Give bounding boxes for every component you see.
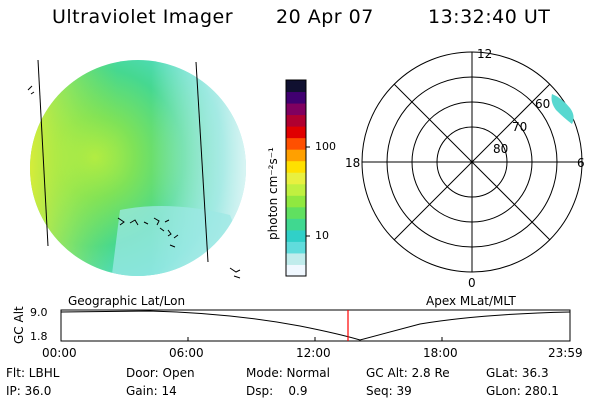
dsp-status: Dsp: 0.9 xyxy=(246,384,308,398)
instrument-title: Ultraviolet Imager xyxy=(52,6,234,28)
gc-alt-axis-label: GC Alt xyxy=(12,306,26,344)
time-tick-0000: 00:00 xyxy=(42,346,77,360)
color-bar-segment xyxy=(286,91,306,104)
color-bar-segment xyxy=(286,114,306,127)
mlt-label-0: 0 xyxy=(468,276,476,290)
mlat-label-60: 60 xyxy=(535,97,551,111)
time-tick-0600: 06:00 xyxy=(169,346,204,360)
color-bar-segment xyxy=(286,103,306,116)
ip-status: IP: 36.0 xyxy=(6,384,52,398)
alt-tick-low: 1.8 xyxy=(30,330,48,343)
uv-image xyxy=(27,59,246,279)
color-bar-segment xyxy=(286,149,306,162)
color-bar-tick-100: 100 xyxy=(315,140,336,153)
auroral-patch xyxy=(551,94,574,124)
mlat-label-80: 80 xyxy=(493,142,509,156)
color-bar-segment xyxy=(286,206,306,219)
glat-status: GLat: 36.3 xyxy=(486,366,549,380)
color-bar-segment xyxy=(286,241,306,254)
time-tick-2359: 23:59 xyxy=(548,346,583,360)
color-bar-segment xyxy=(286,218,306,231)
mlt-label-12: 12 xyxy=(477,47,493,61)
color-bar-tick-10: 10 xyxy=(315,229,329,242)
door-status: Door: Open xyxy=(126,366,195,380)
gain-status: Gain: 14 xyxy=(126,384,177,398)
time-tick-1800: 18:00 xyxy=(423,346,458,360)
polar-plot xyxy=(361,51,583,273)
mode-status: Mode: Normal xyxy=(246,366,330,380)
color-bar-segment xyxy=(286,195,306,208)
observation-date: 20 Apr 07 xyxy=(276,6,374,28)
observation-time: 13:32:40 UT xyxy=(428,6,551,28)
color-bar-frame xyxy=(285,79,307,277)
color-bar-segment xyxy=(286,229,306,242)
mlt-label-18: 18 xyxy=(345,156,361,170)
time-tick-1200: 12:00 xyxy=(296,346,331,360)
glon-status: GLon: 280.1 xyxy=(486,384,559,398)
altitude-track xyxy=(60,309,571,342)
color-bar-unit: photon cm⁻²s⁻¹ xyxy=(266,147,280,240)
apex-label: Apex MLat/MLT xyxy=(426,294,516,308)
color-bar-segment xyxy=(286,80,306,93)
color-bar-segment xyxy=(286,252,306,265)
filter-status: Flt: LBHL xyxy=(6,366,60,380)
mlat-label-70: 70 xyxy=(512,120,528,134)
color-bar xyxy=(285,79,310,277)
color-bar-segment xyxy=(286,160,306,173)
color-bar-segment xyxy=(286,264,306,277)
color-bar-segment xyxy=(286,172,306,185)
mlt-label-6: 6 xyxy=(577,156,585,170)
seq-status: Seq: 39 xyxy=(366,384,412,398)
alt-tick-high: 9.0 xyxy=(30,306,48,319)
color-bar-segment xyxy=(286,126,306,139)
color-bar-segment xyxy=(286,183,306,196)
geographic-label: Geographic Lat/Lon xyxy=(68,294,186,308)
color-bar-segment xyxy=(286,137,306,150)
gc-alt-status: GC Alt: 2.8 Re xyxy=(366,366,450,380)
